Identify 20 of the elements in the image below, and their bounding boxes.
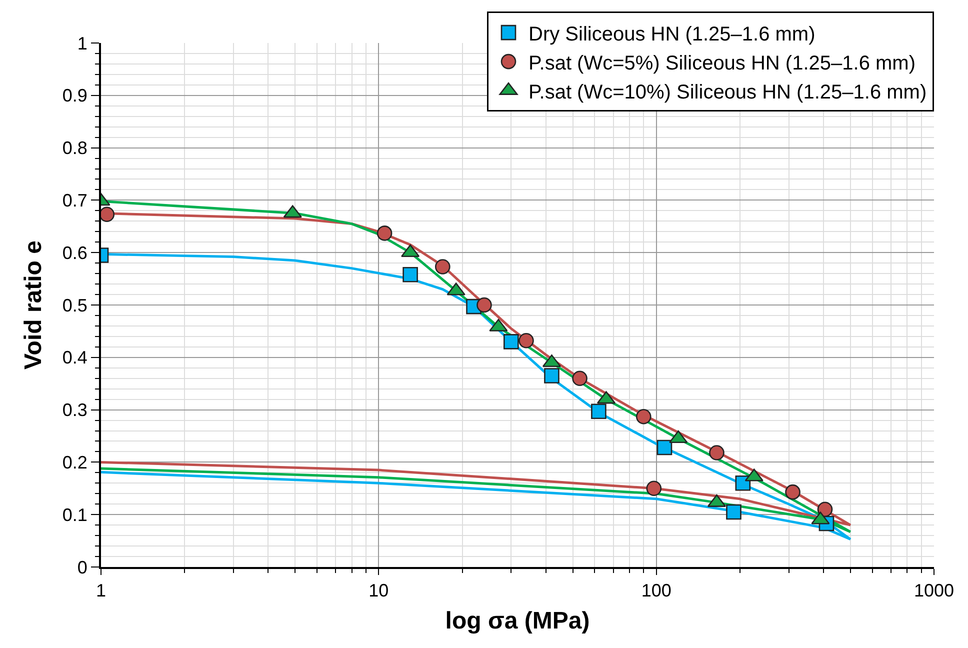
y-tick-label: 1 — [77, 33, 88, 54]
y-tick-label: 0.2 — [62, 452, 88, 472]
y-tick-label: 0.6 — [62, 242, 88, 263]
legend-label: Dry Siliceous HN (1.25–1.6 mm) — [528, 23, 816, 46]
y-tick-label: 0.4 — [62, 348, 88, 368]
x-tick-label: 1 — [96, 580, 106, 601]
legend-label: P.sat (Wc=10%) Siliceous HN (1.25–1.6 mm) — [528, 81, 927, 104]
y-axis-title: Void ratio e — [20, 240, 47, 370]
legend-label: P.sat (Wc=5%) Siliceous HN (1.25–1.6 mm) — [528, 52, 916, 74]
x-axis-title: log σa (MPa) — [445, 607, 590, 634]
y-tick-label: 0.1 — [62, 504, 88, 525]
x-tick-label: 100 — [641, 580, 672, 601]
y-tick-label: 0.9 — [62, 86, 88, 106]
x-tick-label: 10 — [368, 580, 389, 601]
x-tick-label: 1000 — [914, 580, 954, 601]
y-tick-label: 0.5 — [62, 295, 88, 316]
y-tick-label: 0 — [77, 557, 88, 578]
y-tick-label: 0.3 — [62, 400, 88, 420]
y-tick-label: 0.8 — [62, 138, 88, 158]
y-tick-label: 0.7 — [62, 190, 88, 210]
